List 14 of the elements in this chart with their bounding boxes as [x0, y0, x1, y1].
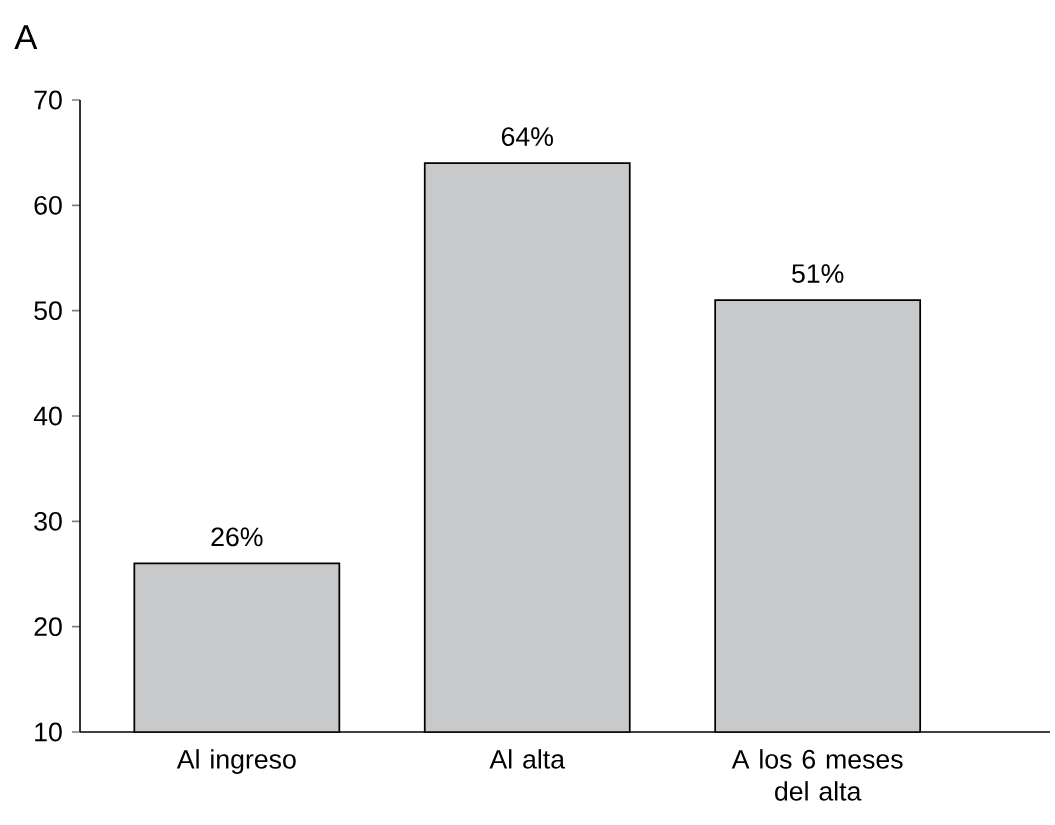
y-tick-label: 50 [34, 301, 62, 321]
y-tick-label: 20 [34, 617, 62, 637]
data-label: 51% [792, 264, 844, 283]
data-label: 26% [211, 527, 263, 547]
x-tick-label: A los 6 meses del alta [731, 749, 903, 801]
data-label: 64% [501, 127, 553, 147]
chart-title: A [14, 25, 38, 50]
x-tick-label: Al alta [489, 749, 566, 769]
y-tick-label: 60 [34, 195, 62, 215]
x-tick-label: Al ingreso [176, 749, 296, 775]
y-tick-label: 30 [34, 511, 62, 531]
y-tick-label: 10 [35, 722, 62, 742]
y-tick-label: 40 [33, 406, 62, 426]
y-tick-label: 70 [34, 90, 62, 110]
